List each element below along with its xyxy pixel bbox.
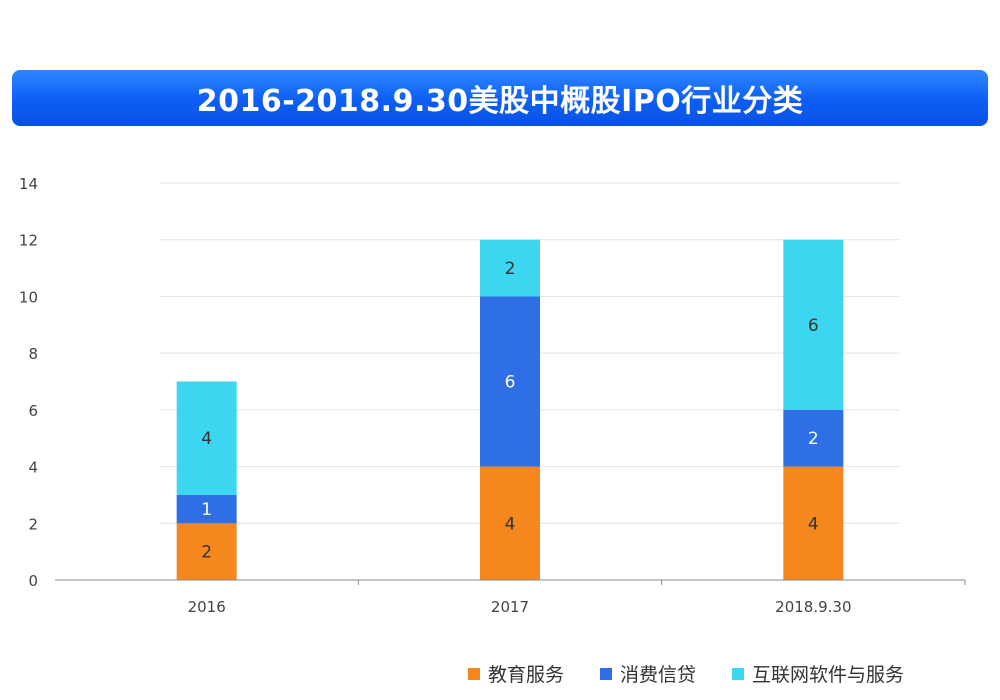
data-labels: 2 1 4 4 6 2 4 2 6: [201, 259, 818, 563]
data-label: 4: [201, 429, 212, 449]
y-tick-label: 12: [19, 232, 38, 250]
data-label: 4: [808, 514, 819, 534]
legend-label-consumer-credit: 消费信贷: [620, 664, 697, 686]
x-tick-label: 2018.9.30: [775, 598, 851, 616]
bar-segment: [480, 466, 540, 580]
data-label: 1: [201, 500, 212, 520]
data-label: 2: [808, 429, 819, 449]
data-label: 6: [808, 316, 819, 336]
x-tick-label: 2017: [491, 598, 529, 616]
data-label: 2: [505, 259, 516, 279]
bar-segment: [480, 239, 540, 297]
legend-swatch-internet: [732, 667, 745, 680]
y-tick-label: 14: [19, 175, 38, 193]
data-label: 2: [201, 543, 212, 563]
legend-label-internet: 互联网软件与服务: [752, 664, 905, 686]
y-tick-label: 6: [28, 402, 38, 420]
x-axis: 2016 2017 2018.9.30: [55, 579, 966, 616]
x-tick-label: 2016: [188, 598, 226, 616]
chart-title: 2016-2018.9.30美股中概股IPO行业分类: [12, 70, 988, 126]
y-tick-label: 10: [19, 288, 38, 306]
bar-segment: [176, 381, 237, 495]
data-label: 6: [505, 373, 516, 393]
legend: 教育服务 消费信贷 互联网软件与服务: [468, 660, 904, 687]
y-axis: 0 2 4 6 8 10 12 14: [19, 175, 38, 590]
bar-segment: [176, 494, 237, 524]
legend-swatch-education: [468, 667, 480, 680]
legend-label-education: 教育服务: [488, 664, 565, 686]
legend-item: 消费信贷: [600, 660, 696, 687]
y-tick-label: 4: [28, 459, 38, 477]
legend-swatch-consumer-credit: [600, 667, 613, 680]
legend-item: 教育服务: [468, 660, 564, 687]
bar-segment: [783, 409, 844, 467]
bar-segment: [783, 239, 844, 410]
y-tick-label: 8: [28, 345, 38, 363]
y-tick-label: 2: [28, 515, 38, 533]
bars: [176, 239, 844, 580]
y-tick-label: 0: [28, 572, 38, 590]
bar-segment: [783, 466, 844, 580]
data-label: 4: [505, 514, 516, 534]
bar-segment: [480, 296, 540, 467]
bar-segment: [176, 523, 237, 580]
legend-item: 互联网软件与服务: [732, 660, 904, 687]
